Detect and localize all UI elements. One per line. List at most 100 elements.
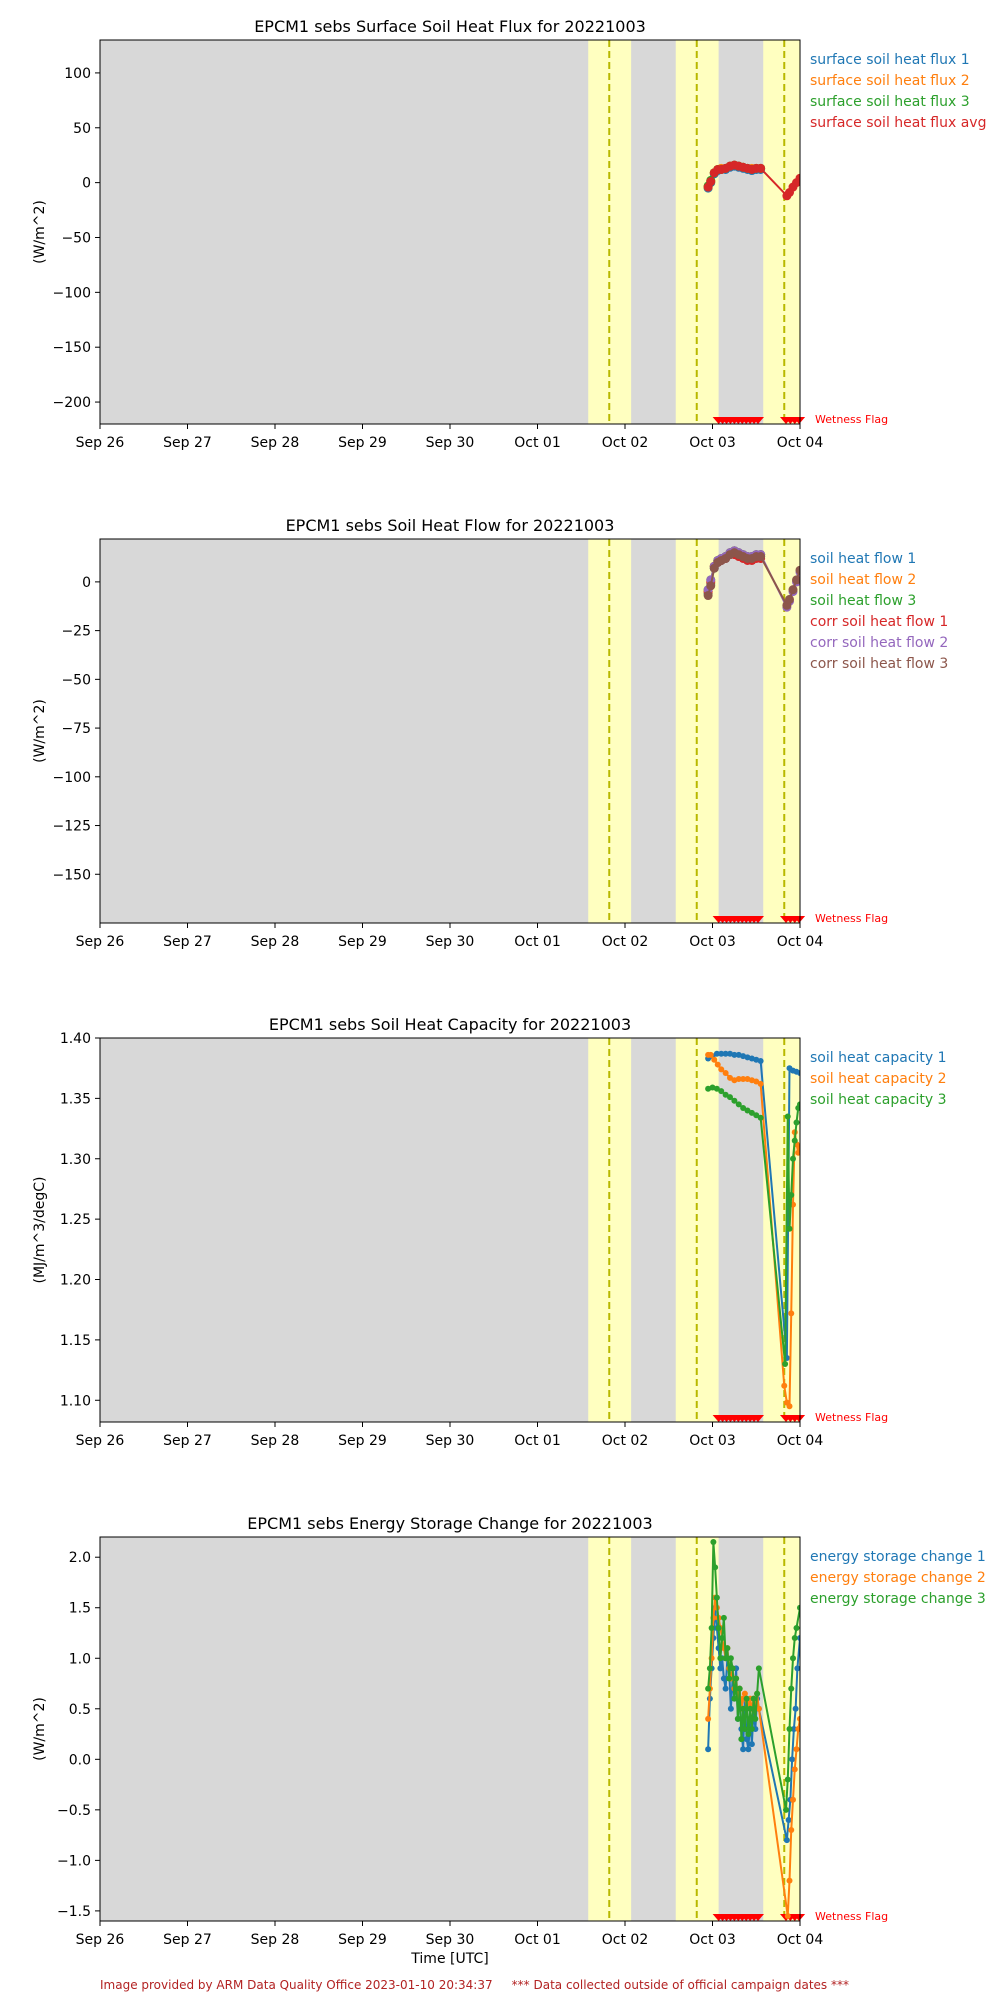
data-point — [797, 1604, 800, 1611]
x-tick-label: Sep 29 — [338, 1433, 387, 1449]
legend: energy storage change 1 energy storage ch… — [810, 1549, 986, 1607]
series-soil-heat-capacity-3 — [705, 1084, 800, 1368]
y-tick-label: 0 — [82, 575, 91, 591]
y-tick-label: −75 — [61, 721, 91, 737]
data-point — [788, 1685, 795, 1692]
data-point — [797, 1101, 800, 1108]
x-tick-label: Sep 30 — [426, 934, 475, 950]
data-point — [714, 1061, 721, 1068]
data-point — [740, 1105, 747, 1112]
data-point — [793, 1624, 800, 1631]
x-tick-label: Oct 03 — [689, 435, 735, 451]
y-axis-label: (W/m^2) — [32, 699, 48, 763]
y-tick-label: −150 — [53, 867, 91, 883]
data-point — [708, 1624, 715, 1631]
data-point — [727, 1655, 734, 1662]
data-point — [754, 1690, 761, 1697]
data-point — [717, 1655, 724, 1662]
data-point — [744, 1107, 751, 1114]
data-point — [789, 1756, 796, 1763]
data-point — [795, 1726, 800, 1732]
series-group — [703, 160, 800, 201]
x-tick-label: Sep 28 — [251, 1433, 300, 1449]
chart-title: EPCM1 sebs Surface Soil Heat Flux for 20… — [254, 17, 646, 36]
data-point — [786, 1877, 793, 1884]
series-group — [705, 1539, 800, 1919]
data-point — [786, 1726, 793, 1732]
wetness-flag-marker — [793, 1415, 806, 1422]
data-point — [792, 575, 800, 585]
y-tick-label: 100 — [64, 66, 91, 82]
y-tick-label: 1.35 — [60, 1091, 91, 1107]
data-point — [797, 1143, 800, 1150]
data-point — [788, 1827, 795, 1834]
data-point — [788, 1310, 795, 1317]
legend-entry: surface soil heat flux 2 — [810, 73, 970, 89]
y-tick-label: 50 — [73, 121, 91, 137]
data-point — [792, 1705, 799, 1712]
data-point — [795, 173, 800, 183]
x-tick-label: Sep 30 — [426, 1433, 475, 1449]
y-tick-label: −1.5 — [57, 1904, 91, 1920]
data-point — [793, 1746, 800, 1753]
x-tick-label: Sep 26 — [76, 1932, 125, 1948]
y-tick-label: 1.15 — [60, 1333, 91, 1349]
data-point — [783, 1837, 790, 1844]
data-point — [705, 1685, 712, 1692]
x-tick-label: Oct 03 — [689, 1433, 735, 1449]
y-tick-label: −100 — [53, 770, 91, 786]
wetness-flag-markers — [712, 1415, 806, 1422]
data-point — [790, 1796, 796, 1803]
data-point — [718, 1050, 725, 1057]
data-point — [791, 1635, 798, 1642]
data-point — [757, 1057, 764, 1064]
x-tick-label: Sep 29 — [338, 934, 387, 950]
data-point — [720, 1675, 727, 1682]
wetness-flag-label: Wetness Flag — [815, 1411, 888, 1424]
data-point — [735, 1101, 742, 1108]
data-point — [791, 1766, 798, 1773]
y-tick-label: −200 — [53, 395, 91, 411]
data-point — [748, 1109, 755, 1116]
data-point — [706, 581, 716, 591]
data-point — [743, 1736, 750, 1743]
chart-title: EPCM1 sebs Soil Heat Flow for 20221003 — [286, 516, 615, 535]
data-point — [703, 591, 713, 601]
legend-entry: soil heat capacity 2 — [810, 1071, 947, 1087]
legend-entry: energy storage change 2 — [810, 1570, 986, 1586]
y-tick-label: 1.40 — [60, 1031, 91, 1047]
x-tick-label: Sep 27 — [163, 435, 212, 451]
data-point — [724, 1645, 731, 1652]
wetness-flag-marker — [793, 417, 806, 424]
data-point — [722, 1655, 729, 1662]
data-point — [797, 1635, 800, 1642]
wetness-flag-markers — [712, 1914, 806, 1921]
x-tick-label: Oct 02 — [602, 435, 648, 451]
series-energy-storage-change-3 — [705, 1539, 800, 1813]
chart-panel-2: Wetness Flag 0 −25 −50 −75 −100 −125 −150 Sep 26… — [32, 516, 948, 950]
series-corr-soil-heat-flow-3 — [703, 548, 800, 610]
x-tick-label: Oct 01 — [514, 934, 560, 950]
x-tick-label: Oct 01 — [514, 435, 560, 451]
footer-credit: Image provided by ARM Data Quality Offic… — [100, 1978, 849, 1992]
x-tick-label: Oct 04 — [777, 1932, 824, 1948]
x-tick-label: Oct 01 — [514, 1932, 560, 1948]
data-point — [705, 1715, 712, 1722]
y-tick-label: 1.0 — [69, 1651, 91, 1667]
wetness-flag-marker — [752, 1914, 764, 1921]
data-point — [786, 1403, 793, 1410]
y-axis-label: (W/m^2) — [32, 200, 48, 264]
highlight-band — [763, 40, 800, 424]
data-point — [785, 1816, 792, 1823]
wetness-flag-marker — [752, 916, 764, 923]
data-point — [711, 1056, 718, 1063]
x-tick-label: Sep 28 — [251, 934, 300, 950]
wetness-flag-markers — [712, 916, 806, 923]
data-point — [733, 1675, 740, 1682]
data-point — [785, 594, 794, 604]
x-tick-label: Sep 26 — [76, 934, 125, 950]
wetness-flag-markers — [712, 417, 806, 424]
x-tick-label: Oct 01 — [514, 1433, 560, 1449]
legend: surface soil heat flux 1 surface soil hea… — [810, 52, 986, 131]
